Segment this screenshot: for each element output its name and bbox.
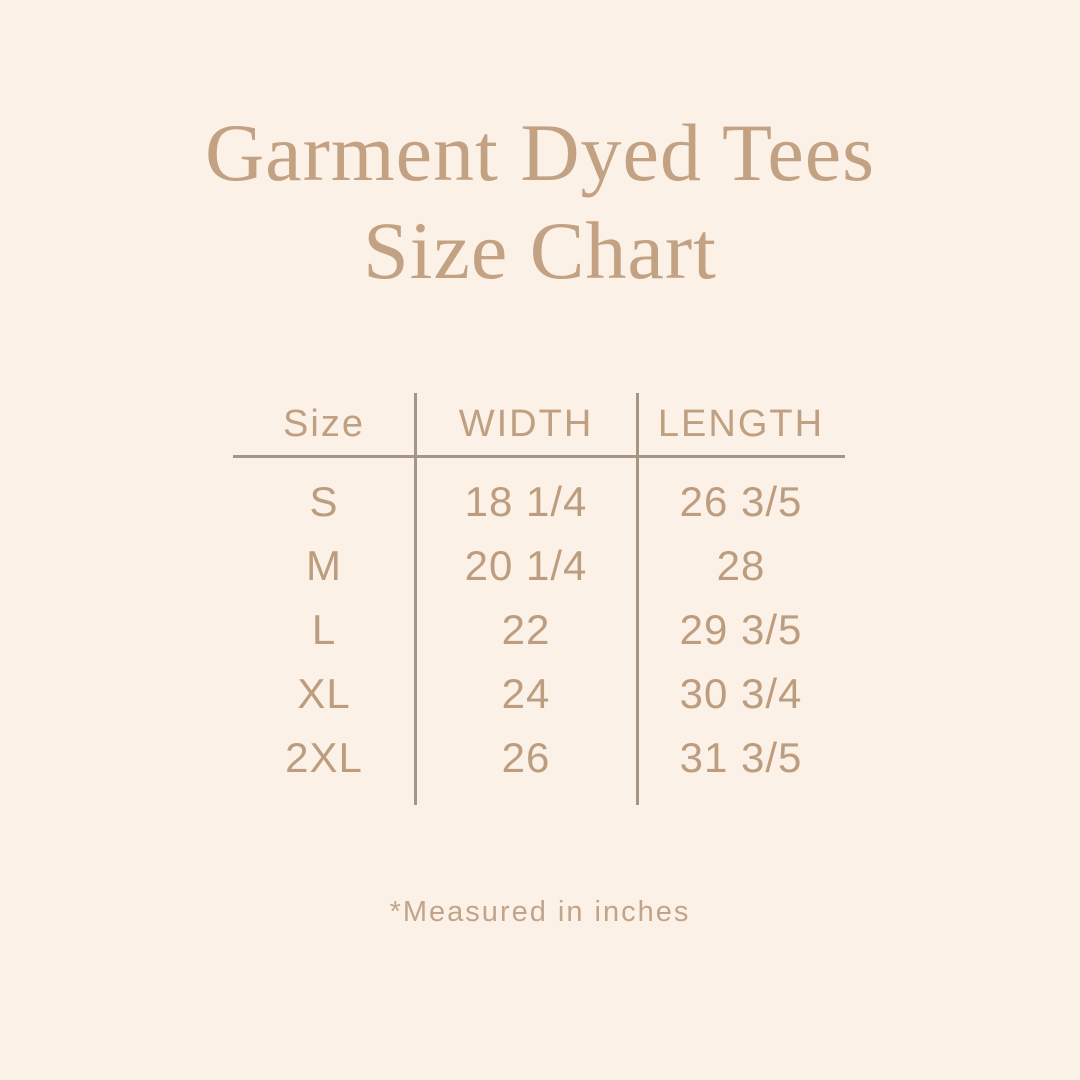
- size-cell: S: [309, 478, 339, 525]
- table-row: S 18 1/4 26 3/5: [233, 470, 845, 534]
- length-cell: 29 3/5: [679, 606, 803, 653]
- column-header-length: LENGTH: [657, 402, 825, 445]
- table-row: 2XL 26 31 3/5: [233, 726, 845, 790]
- size-table: Size WIDTH LENGTH S 18 1/4 26 3/5 M 20 1…: [233, 393, 845, 805]
- column-header-size: Size: [283, 402, 365, 445]
- size-cell: XL: [297, 670, 351, 717]
- page-title: Garment Dyed Tees Size Chart: [0, 104, 1080, 300]
- header-divider-line: [233, 455, 845, 458]
- size-cell: M: [306, 542, 342, 589]
- size-cell: L: [311, 606, 337, 653]
- length-cell: 30 3/4: [679, 670, 803, 717]
- table-row: XL 24 30 3/4: [233, 662, 845, 726]
- table-row: M 20 1/4 28: [233, 534, 845, 598]
- page-title-line2: Size Chart: [363, 205, 717, 296]
- table-body: S 18 1/4 26 3/5 M 20 1/4 28 L 22 29 3/5 …: [233, 470, 845, 790]
- length-cell: 28: [716, 542, 766, 589]
- length-cell: 31 3/5: [679, 734, 803, 781]
- width-cell: 22: [501, 606, 551, 653]
- length-cell: 26 3/5: [679, 478, 803, 525]
- width-cell: 18 1/4: [464, 478, 588, 525]
- column-divider-line-1: [414, 393, 417, 805]
- column-header-width: WIDTH: [458, 402, 594, 445]
- column-divider-line-2: [636, 393, 639, 805]
- page-title-line1: Garment Dyed Tees: [204, 107, 876, 198]
- table-row: L 22 29 3/5: [233, 598, 845, 662]
- measurement-footnote: *Measured in inches: [389, 896, 691, 928]
- table-header-row: Size WIDTH LENGTH: [233, 393, 845, 455]
- width-cell: 20 1/4: [464, 542, 588, 589]
- size-cell: 2XL: [285, 734, 363, 781]
- width-cell: 24: [501, 670, 551, 717]
- width-cell: 26: [501, 734, 551, 781]
